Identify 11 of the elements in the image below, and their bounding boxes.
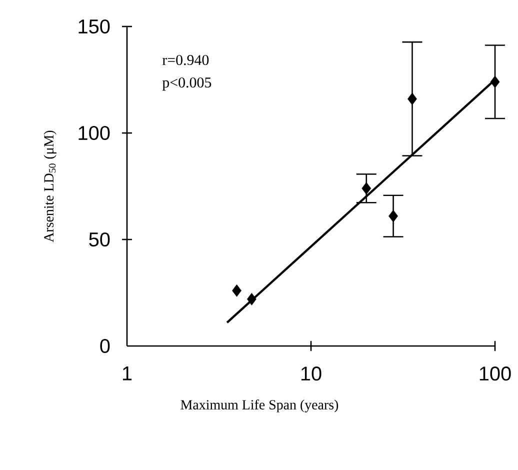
y-tick-label: 100: [78, 126, 110, 140]
annotation: p<0.005: [162, 77, 212, 91]
x-axis-title: Maximum Life Span (years): [180, 400, 338, 412]
y-tick-label: 50: [89, 232, 110, 247]
x-tick-label: 100: [480, 366, 511, 381]
y-axis-title: Arsenite LD$_{50}$ (μM): [44, 130, 56, 242]
annotation: r=0.940: [162, 54, 209, 66]
y-tick-label: 150: [78, 19, 110, 34]
x-tick-label: 10: [301, 366, 322, 381]
y-tick-label: 0: [100, 338, 110, 354]
x-tick-label: 1: [122, 366, 132, 380]
